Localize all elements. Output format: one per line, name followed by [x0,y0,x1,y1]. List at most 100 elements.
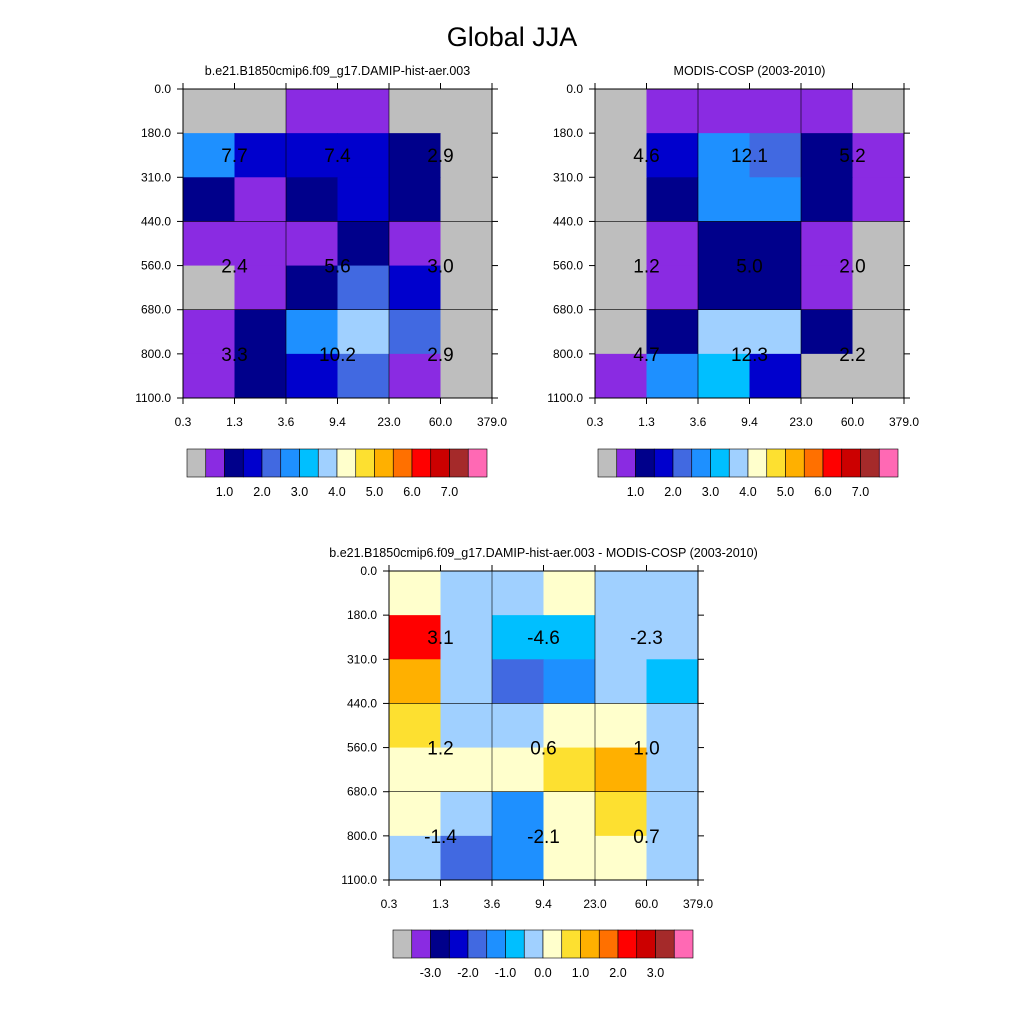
heatmap-cell [440,309,493,355]
heatmap-cell [852,177,905,222]
heatmap-cell [440,791,493,837]
heatmap-cell [543,747,596,793]
colorbar-swatch [766,448,786,478]
heatmap-cell [234,177,287,222]
cell-value-label: 2.0 [839,257,865,278]
cell-value-label: 12.1 [731,146,768,167]
y-tick-label: 800.0 [347,829,377,843]
colorbar-swatch [411,448,432,478]
cell-value-label: 1.2 [633,257,659,278]
cell-value-label: -2.1 [527,827,560,848]
cell-value-label: 3.0 [427,257,453,278]
panel-title: b.e21.B1850cmip6.f09_g17.DAMIP-hist-aer.… [329,546,757,560]
heatmap-cell [492,791,544,837]
cell-value-label: 7.4 [324,146,351,167]
colorbar-label: 2.0 [609,966,626,980]
heatmap-cell [389,221,441,267]
cell-value-label: 1.2 [427,739,453,760]
heatmap-cell [595,703,647,749]
colorbar-swatch [803,448,824,478]
heatmap-cell [440,659,493,704]
y-tick-label: 560.0 [553,259,583,273]
colorbar-label: 6.0 [814,485,831,499]
heatmap-cell [234,89,287,134]
x-tick-label: 9.4 [535,897,552,911]
colorbar-swatch [878,448,899,478]
y-tick-label: 1100.0 [341,873,377,887]
y-tick-label: 0.0 [360,564,377,578]
y-tick-label: 440.0 [141,214,171,228]
heatmap-cell [543,791,596,837]
x-tick-label: 23.0 [583,897,607,911]
y-tick-label: 680.0 [347,785,377,799]
y-tick-label: 680.0 [141,303,171,317]
colorbar-swatch [299,448,319,478]
colorbar-label: 6.0 [403,485,420,499]
heatmap-cell [286,265,338,311]
colorbar-swatch [617,929,638,959]
heatmap-cell [286,221,338,267]
heatmap-cell [492,747,544,793]
colorbar-swatch [597,448,618,478]
heatmap-cell [595,353,647,399]
heatmap-cell [389,791,441,837]
colorbar-swatch [317,448,338,478]
heatmap-cell [852,133,905,178]
cell-value-label: 2.9 [427,345,453,366]
x-tick-label: 0.3 [381,897,398,911]
heatmap-cell [646,309,699,355]
cell-value-label: 4.7 [633,345,659,366]
colorbar-swatch [205,448,225,478]
x-tick-label: 9.4 [329,415,346,429]
heatmap-cell [440,571,493,616]
heatmap-cell [801,177,853,222]
colorbar-label: -2.0 [457,966,479,980]
x-tick-label: 9.4 [741,415,758,429]
colorbar-label: 5.0 [777,485,794,499]
colorbar-swatch [710,448,730,478]
y-tick-label: 1100.0 [547,391,583,405]
x-tick-label: 3.6 [690,415,707,429]
cell-value-label: -2.3 [630,628,663,649]
colorbar-label: 0.0 [534,966,551,980]
colorbar-swatch [691,448,711,478]
colorbar-swatch [747,448,768,478]
colorbar-swatch [580,929,600,959]
heatmap-cell [801,309,853,355]
colorbar-swatch [673,929,694,959]
heatmap-cell [595,89,647,134]
x-tick-label: 3.6 [484,897,501,911]
heatmap-cell [286,353,338,399]
heatmap-cell [286,309,338,355]
heatmap-cell [646,615,699,660]
heatmap-cell [337,221,390,267]
cell-value-label: 5.2 [839,146,865,167]
cell-value-label: 2.4 [221,257,248,278]
colorbar-swatch [616,448,636,478]
colorbar-swatch [598,929,619,959]
heatmap-cell [595,309,647,355]
heatmap-cell [595,265,647,311]
colorbar-swatch [523,929,544,959]
colorbar-label: 4.0 [328,485,345,499]
heatmap-cell [852,221,905,267]
colorbar-swatch [467,929,488,959]
heatmap-cell [749,309,802,355]
heatmap-cell [286,89,338,134]
heatmap-cell [440,353,493,399]
heatmap-cell [698,89,750,134]
heatmap-cell [595,615,647,660]
heatmap-cell [698,221,750,267]
y-tick-label: 0.0 [566,82,583,96]
colorbar-label: 3.0 [702,485,719,499]
heatmap-cell [183,265,235,311]
colorbar-label: 3.0 [291,485,308,499]
heatmap-cell [646,265,699,311]
colorbar-label: 3.0 [647,966,664,980]
heatmap-cell [749,89,802,134]
y-tick-label: 440.0 [347,696,377,710]
heatmap-cell [852,309,905,355]
x-tick-label: 3.6 [278,415,295,429]
heatmap-cell [234,133,287,178]
